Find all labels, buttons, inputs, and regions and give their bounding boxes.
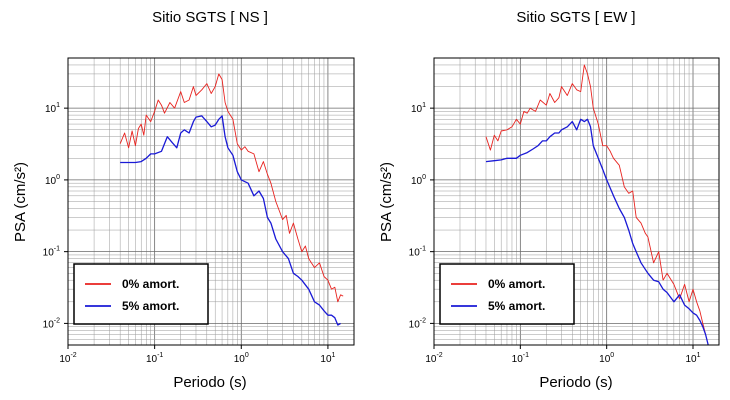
y-tick-label: 10-1 — [409, 246, 426, 259]
y-axis-label: PSA (cm/s²) — [12, 162, 29, 242]
x-axis-label: Periodo (s) — [173, 374, 246, 391]
plot-frame — [433, 57, 720, 346]
x-tick-label: 10-1 — [512, 352, 529, 365]
series-line-0pct — [119, 73, 344, 303]
legend-box — [73, 263, 209, 325]
legend-label: 5% amort. — [488, 299, 545, 313]
grid-layer — [67, 57, 355, 346]
tick-labels: 10-2 10-1 100 101 10-2 10-1 100 101 — [43, 102, 336, 365]
x-axis-label: Periodo (s) — [539, 374, 612, 391]
y-tick-label: 101 — [45, 102, 60, 115]
chart-panel-ew: Sitio SGTS [ EW ] Periodo (s) PSA (cm/s²… — [378, 9, 720, 391]
legend: 0% amort. 5% amort. — [439, 263, 575, 325]
x-tick-label: 10-2 — [425, 352, 442, 365]
legend-label: 0% amort. — [488, 277, 545, 291]
x-tick-label: 100 — [234, 352, 249, 365]
y-tick-label: 10-1 — [43, 246, 60, 259]
x-tick-label: 10-2 — [59, 352, 76, 365]
series-line-0pct — [485, 64, 707, 335]
grid-layer — [433, 57, 720, 346]
chart-title: Sitio SGTS [ NS ] — [152, 9, 268, 26]
y-tick-label: 10-2 — [409, 317, 426, 330]
axes-frame — [430, 57, 720, 349]
y-tick-label: 10-2 — [43, 317, 60, 330]
legend: 0% amort. 5% amort. — [73, 263, 209, 325]
chart-panel-ns: Sitio SGTS [ NS ] Periodo (s) PSA (cm/s²… — [12, 9, 355, 391]
series-line-5pct — [120, 115, 341, 326]
legend-label: 5% amort. — [122, 299, 179, 313]
x-tick-label: 100 — [599, 352, 614, 365]
series-layer — [119, 73, 344, 326]
y-axis-label: PSA (cm/s²) — [378, 162, 395, 242]
axes-frame — [64, 57, 355, 349]
y-tick-label: 100 — [45, 174, 60, 187]
y-tick-label: 101 — [411, 102, 426, 115]
x-tick-label: 101 — [320, 352, 335, 365]
x-tick-label: 101 — [685, 352, 700, 365]
plot-frame — [67, 57, 355, 346]
y-tick-label: 100 — [411, 174, 426, 187]
chart-title: Sitio SGTS [ EW ] — [516, 9, 635, 26]
legend-box — [439, 263, 575, 325]
tick-labels: 10-2 10-1 100 101 10-2 10-1 100 101 — [409, 102, 701, 365]
series-layer — [485, 64, 709, 346]
series-line-5pct — [485, 118, 709, 346]
x-tick-label: 10-1 — [146, 352, 163, 365]
legend-label: 0% amort. — [122, 277, 179, 291]
